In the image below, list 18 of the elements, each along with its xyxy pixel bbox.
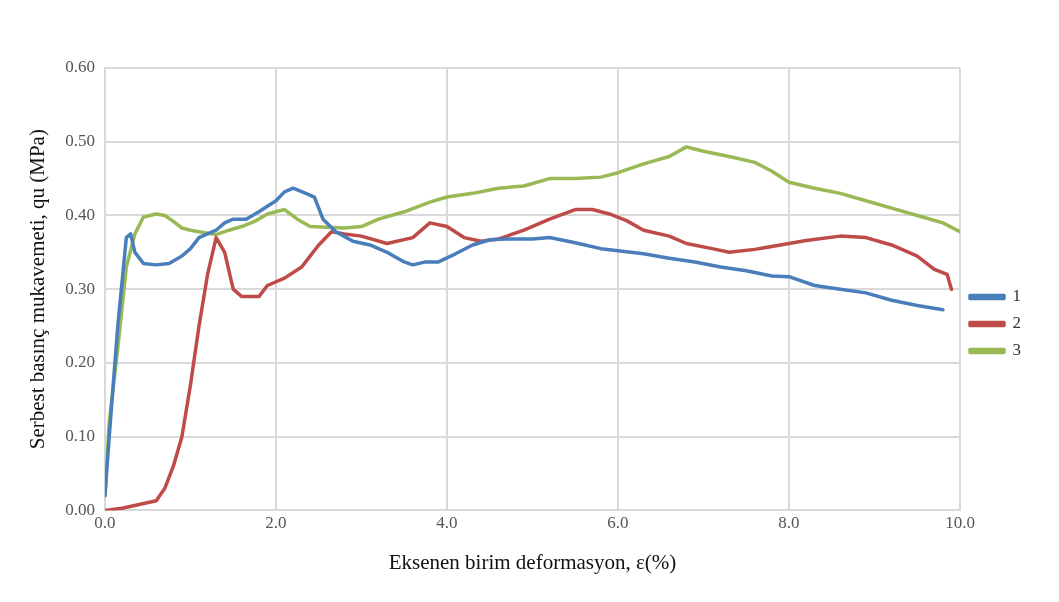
y-tick-label: 0.50 — [65, 131, 95, 151]
y-axis-title: Serbest basınç mukavemeti, qu (MPa) — [25, 129, 50, 450]
y-tick-label: 0.60 — [65, 57, 95, 77]
x-tick-label: 8.0 — [778, 513, 800, 533]
legend-label: 2 — [1012, 313, 1021, 333]
x-tick-label: 2.0 — [265, 513, 287, 533]
x-tick-label: 0.0 — [94, 513, 116, 533]
y-tick-label: 0.20 — [65, 352, 95, 372]
y-tick-label: 0.00 — [65, 499, 95, 519]
x-tick-label: 4.0 — [436, 513, 458, 533]
y-tick-label: 0.30 — [65, 278, 95, 298]
x-axis-title: Eksenen birim deformasyon, ε(%) — [388, 549, 677, 574]
legend-label: 1 — [1012, 286, 1021, 306]
y-tick-label: 0.10 — [65, 426, 95, 446]
legend-label: 3 — [1012, 340, 1021, 360]
y-tick-label: 0.40 — [65, 204, 95, 224]
x-tick-label: 6.0 — [607, 513, 629, 533]
x-tick-label: 10.0 — [945, 513, 975, 533]
